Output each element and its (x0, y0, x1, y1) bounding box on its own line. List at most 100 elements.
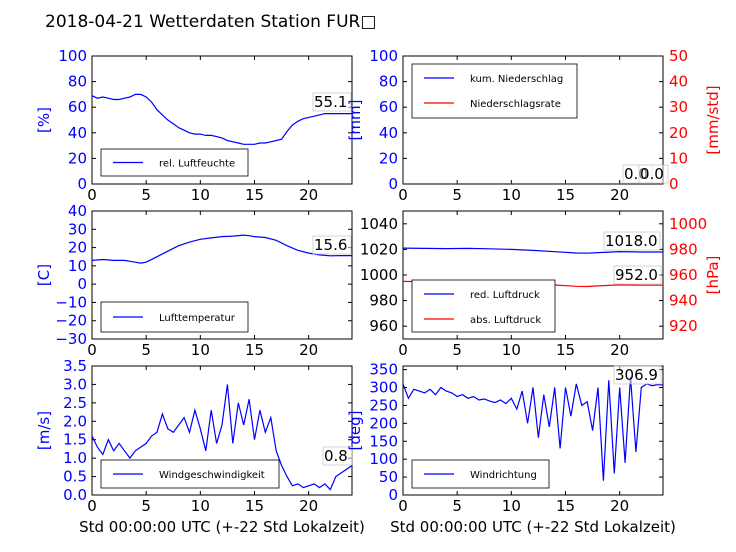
temperature-xtick-label: 15 (245, 341, 264, 359)
temperature-value-box (312, 235, 352, 255)
windspeed-legend-label: Windgeschwindigkeit (159, 470, 265, 481)
humidity-legend-box (100, 148, 249, 177)
precipitation-legend-label: Niederschlagsrate (470, 99, 561, 110)
precipitation-ylabel: [mm] (346, 100, 364, 141)
precipitation-y2label: [mm/std] (704, 85, 722, 154)
humidity-ytick-label: 80 (68, 73, 87, 91)
precipitation-ytick-label: 60 (379, 98, 398, 116)
winddirection-ytick-label: 50 (379, 468, 398, 486)
winddirection-xtick-label: 5 (452, 497, 462, 515)
figure-title: 2018-04-21 Wetterdaten Station FUR□ (45, 12, 376, 32)
windspeed-series-line-0 (92, 384, 352, 491)
pressure-xtick-label: 10 (502, 341, 521, 359)
humidity-xtick-label: 15 (245, 186, 264, 204)
pressure-ytick-label: 980 (369, 292, 398, 310)
windspeed-ytick-label: 3.5 (63, 357, 87, 375)
windspeed-ytick-label: 2.0 (63, 412, 87, 430)
winddirection-ytick-label: 100 (369, 450, 398, 468)
precipitation-y2tick-label: 10 (669, 149, 688, 167)
winddirection-ytick-label: 150 (369, 432, 398, 450)
precipitation-xtick-label: 15 (556, 186, 575, 204)
winddirection-ytick-label: 200 (369, 414, 398, 432)
temperature-xtick-label: 0 (87, 341, 97, 359)
x-axis-label-left: Std 00:00:00 UTC (+-22 Std Lokalzeit) (79, 518, 365, 536)
humidity-ytick-label: 20 (68, 149, 87, 167)
precipitation-ytick-label: 0 (388, 175, 398, 193)
windspeed-panel: 0 5 10 15 20 0.00.51.01.52.02.53.03.5 [m/s] Win… (35, 357, 353, 515)
pressure-value-label: 952.0 (615, 266, 658, 284)
precipitation-xtick-label: 0 (398, 186, 408, 204)
winddirection-ytick-label: 250 (369, 396, 398, 414)
pressure-y2tick-label: 980 (669, 240, 698, 258)
precipitation-y2tick-label: 50 (669, 47, 688, 65)
pressure-ytick-label: 1020 (360, 240, 398, 258)
precipitation-xtick-label: 5 (452, 186, 462, 204)
winddirection-ytick-label: 300 (369, 379, 398, 397)
pressure-y2tick-label: 1000 (669, 215, 707, 233)
pressure-xtick-label: 20 (610, 341, 629, 359)
temperature-ylabel: [C] (35, 264, 53, 286)
humidity-value-box (312, 92, 352, 112)
pressure-y2tick-label: 960 (669, 266, 698, 284)
temperature-ytick-label: −20 (55, 312, 87, 330)
humidity-legend-label: rel. Luftfeuchte (159, 159, 235, 170)
pressure-panel: 0 5 10 15 20 960 980 1000 1020 1040 920 940 960 980 10… (360, 210, 722, 359)
temperature-ytick-label: 10 (68, 257, 87, 275)
windspeed-ytick-label: 3.0 (63, 375, 87, 393)
winddirection-ylabel: [deg] (346, 411, 364, 451)
windspeed-ytick-label: 1.0 (63, 449, 87, 467)
temperature-panel: 0 5 10 15 20−30−20−10010203040[C]Lufttempera… (35, 202, 353, 359)
pressure-value-box (613, 265, 662, 285)
temperature-ytick-label: 30 (68, 220, 87, 238)
precipitation-y2tick-label: 20 (669, 124, 688, 142)
precipitation-value-box (638, 164, 669, 184)
precipitation-xtick-label: 20 (610, 186, 629, 204)
temperature-xtick-label: 5 (141, 341, 151, 359)
pressure-legend-box (411, 279, 556, 333)
precipitation-ytick-label: 100 (369, 47, 398, 65)
precipitation-y2tick-label: 0 (669, 175, 679, 193)
precipitation-legend-label: kum. Niederschlag (470, 74, 563, 85)
winddirection-xtick-label: 15 (556, 497, 575, 515)
humidity-ytick-label: 0 (77, 175, 87, 193)
x-axis-label-right: Std 00:00:00 UTC (+-22 Std Lokalzeit) (390, 518, 676, 536)
precipitation-panel: 0 5 10 15 20 0 20 40 60 80 100 0 10 20 30 40 50 [mm] [mm/s… (346, 47, 722, 204)
windspeed-ylabel: [m/s] (35, 411, 53, 450)
windspeed-ytick-label: 0.0 (63, 486, 87, 504)
windspeed-xtick-label: 0 (87, 497, 97, 515)
temperature-legend-box (100, 301, 249, 333)
precipitation-y2tick-label: 40 (669, 73, 688, 91)
pressure-xtick-label: 5 (452, 341, 462, 359)
windspeed-xtick-label: 10 (191, 497, 210, 515)
temperature-xtick-label: 10 (191, 341, 210, 359)
precipitation-ytick-label: 80 (379, 73, 398, 91)
humidity-ytick-label: 60 (68, 98, 87, 116)
precipitation-y2tick-label: 30 (669, 98, 688, 116)
pressure-value-box (603, 231, 661, 251)
winddirection-xtick-label: 10 (502, 497, 521, 515)
winddirection-value-label: 306.9 (615, 366, 658, 384)
pressure-ytick-label: 960 (369, 317, 398, 335)
humidity-xtick-label: 10 (191, 186, 210, 204)
humidity-ylabel: [%] (35, 107, 53, 133)
winddirection-xtick-label: 0 (398, 497, 408, 515)
winddirection-series-line-0 (403, 376, 663, 481)
precipitation-value-label: 0.0 (640, 165, 664, 183)
temperature-xtick-label: 20 (299, 341, 318, 359)
precipitation-xtick-label: 10 (502, 186, 521, 204)
humidity-panel: 0 5 10 15 20 0 20 40 60 80 100 [%] rel. Luftfeuchte 5… (35, 47, 353, 204)
humidity-xtick-label: 20 (299, 186, 318, 204)
pressure-y2tick-label: 940 (669, 292, 698, 310)
temperature-value-label: 15.6 (314, 236, 347, 254)
temperature-ytick-label: 40 (68, 202, 87, 220)
precipitation-ytick-label: 20 (379, 149, 398, 167)
temperature-legend-label: Lufttemperatur (159, 313, 236, 324)
pressure-legend-label: red. Luftdruck (470, 290, 540, 301)
windspeed-ytick-label: 0.5 (63, 468, 87, 486)
pressure-legend-label: abs. Luftdruck (470, 315, 541, 326)
pressure-series-line-0 (403, 247, 663, 254)
pressure-xtick-label: 0 (398, 341, 408, 359)
winddirection-value-box (613, 365, 662, 385)
windspeed-xtick-label: 20 (299, 497, 318, 515)
